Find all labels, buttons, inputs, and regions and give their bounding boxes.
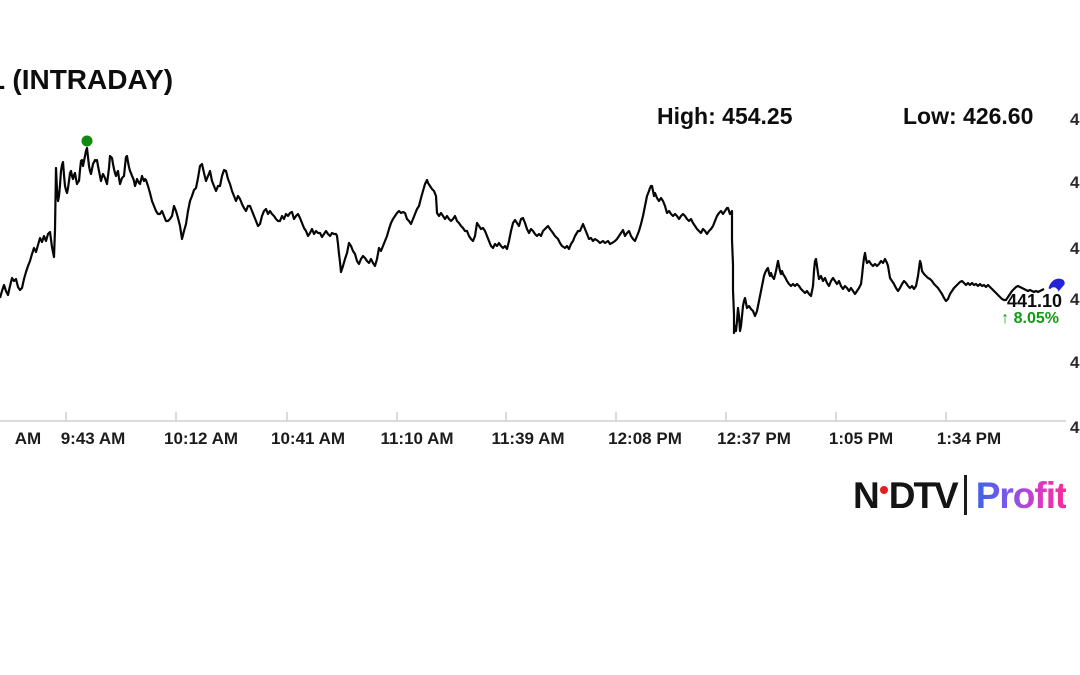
- x-axis-label: 10:12 AM: [163, 429, 239, 448]
- price-line: [0, 146, 1045, 335]
- x-axis-label: 12:37 PM: [717, 429, 791, 448]
- y-axis-partial-label: 4: [1070, 290, 1080, 309]
- ndtv-profit-logo: N DTV Profit: [853, 473, 1068, 517]
- y-axis-partial-label: 4: [1070, 110, 1080, 129]
- x-axis-label: 10:41 AM: [270, 429, 346, 448]
- x-axis-label: 1:34 PM: [936, 429, 1002, 448]
- y-axis-partial-label: 4: [1070, 418, 1080, 437]
- low-stat: Low: 426.60: [903, 103, 1033, 130]
- x-axis-label: 11:39 AM: [491, 429, 565, 448]
- ndtv-wordmark: N DTV: [853, 474, 959, 516]
- high-point-marker: [81, 135, 93, 147]
- high-label: High:: [657, 103, 716, 129]
- chart-title: L (INTRADAY): [0, 64, 174, 95]
- profit-wordmark: Profit: [975, 474, 1068, 516]
- ndtv-letters-dtv: DTV: [888, 474, 959, 516]
- up-arrow-icon: ↑: [1001, 310, 1010, 327]
- ndtv-red-dot-icon: [879, 486, 888, 494]
- last-price-value: 441.10: [1006, 291, 1062, 311]
- ndtv-letter-n: N: [853, 474, 880, 516]
- x-axis-label: 12:08 PM: [608, 429, 682, 448]
- low-value: 426.60: [963, 103, 1034, 129]
- y-axis-partial-label: 4: [1070, 353, 1080, 372]
- x-axis-label: 1:05 PM: [828, 429, 894, 448]
- last-price-marker-icon: [1048, 278, 1065, 292]
- low-label: Low:: [903, 103, 957, 129]
- y-axis-partial-label: 4: [1070, 239, 1080, 258]
- x-axis-label: 11:10 AM: [380, 429, 454, 448]
- x-axis-label: AM: [14, 429, 42, 448]
- change-percent: ↑ 8.05%: [1001, 310, 1059, 328]
- high-value: 454.25: [722, 103, 793, 129]
- high-stat: High: 454.25: [657, 103, 793, 130]
- x-axis-label: 9:43 AM: [60, 429, 126, 448]
- x-axis-ticks: [65, 412, 947, 421]
- y-axis-partial-label: 4: [1070, 173, 1080, 192]
- logo-separator: [963, 475, 967, 515]
- change-value: 8.05%: [1013, 310, 1059, 327]
